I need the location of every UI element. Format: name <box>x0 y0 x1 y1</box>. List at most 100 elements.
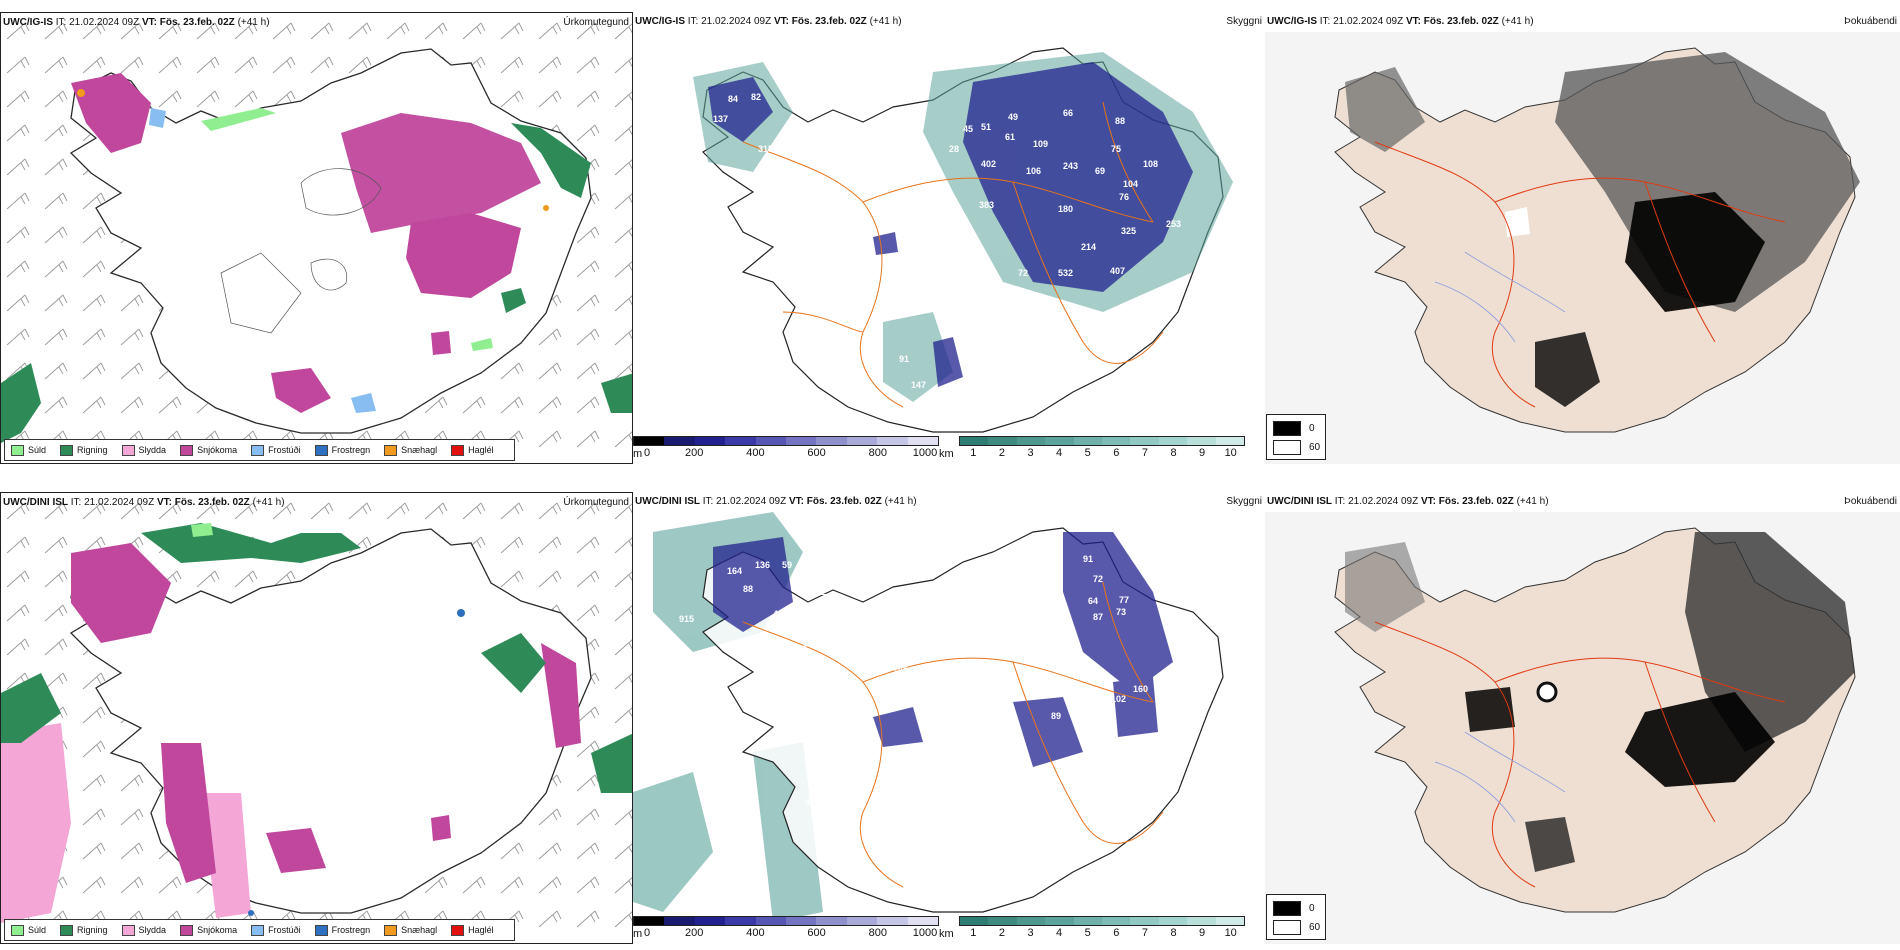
colorbar-segment <box>988 437 1017 445</box>
colorbar-segment <box>786 917 817 925</box>
svg-text:51: 51 <box>981 122 991 132</box>
colorbar-tick-label: 0 <box>643 447 651 459</box>
colorbar-segment <box>786 437 817 445</box>
colorbar-segment <box>846 437 878 445</box>
colorbar-tick-label: 200 <box>685 447 704 459</box>
svg-text:484: 484 <box>703 680 718 690</box>
freezing-rain-bottom <box>248 609 465 916</box>
colorbar-segment <box>1187 437 1216 445</box>
ceiling-ticks: 0 200 400 600 800 1000 <box>633 926 939 939</box>
legend-swatch <box>121 444 135 456</box>
svg-text:91: 91 <box>1083 554 1093 564</box>
colorbar-segment <box>664 917 695 925</box>
colorbar-segment <box>634 437 665 445</box>
svg-text:180: 180 <box>1058 204 1073 214</box>
snow-areas-bottom <box>71 543 581 883</box>
svg-text:93: 93 <box>1063 340 1073 350</box>
svg-text:69: 69 <box>1095 166 1105 176</box>
ceiling-ticks: 0 200 400 600 800 1000 <box>633 446 939 459</box>
precip-legend-top: Súld Rigning Slydda Snjókoma Frostúði Fr… <box>4 439 515 461</box>
roads-bottom <box>742 581 1164 888</box>
legend-swatch <box>60 444 74 456</box>
snow-pellet-top <box>77 89 549 211</box>
fog-header-bottom: UWC/DINI ISL IT: 21.02.2024 09Z VT: Fös.… <box>1267 496 1549 507</box>
precip-title-top: Úrkomutegund <box>563 17 629 28</box>
drizzle-areas-bottom <box>191 523 213 537</box>
legend-swatch <box>11 924 24 936</box>
svg-text:84: 84 <box>728 94 738 104</box>
svg-text:111: 111 <box>908 860 922 870</box>
svg-text:160: 160 <box>1133 684 1148 694</box>
svg-text:94: 94 <box>883 686 893 696</box>
ceiling-unit-top: m <box>633 448 643 460</box>
svg-text:49: 49 <box>1008 112 1018 122</box>
colorbar-tick-label: 5 <box>1084 927 1091 939</box>
legend-swatch <box>11 444 24 456</box>
drizzle-areas-top <box>201 108 493 351</box>
svg-text:89: 89 <box>1051 711 1061 721</box>
colorbar-segment <box>1215 917 1245 925</box>
fog-rivers-top <box>1434 251 1566 343</box>
sleet-areas-bottom <box>1 723 251 923</box>
fog-panel-top: UWC/IG-IS IT: 21.02.2024 09Z VT: Fös. 23… <box>1265 12 1900 464</box>
colorbar-tick-label: 9 <box>1199 447 1206 459</box>
colorbar-segment <box>1158 437 1188 445</box>
svg-text:137: 137 <box>713 114 728 124</box>
visibility-panel-bottom: 164 136 59 88 72 406 255 915 484 97 91 72 64 77 87… <box>633 492 1265 944</box>
legend-item: Frostúði <box>251 924 301 936</box>
legend-item: Haglél <box>451 924 494 936</box>
fog-legend-row: 0 <box>1273 901 1315 916</box>
legend-swatch <box>451 444 465 456</box>
visibility-title-bottom: Skyggni <box>1226 496 1262 507</box>
colorbar-segment <box>877 437 908 445</box>
svg-text:75: 75 <box>1111 144 1121 154</box>
svg-text:88: 88 <box>1115 116 1125 126</box>
visibility-unit-bottom: km <box>939 928 954 940</box>
svg-text:65: 65 <box>803 129 813 139</box>
colorbar-segment <box>816 437 847 445</box>
visibility-panel-top: 84 82 137 65 315 45 51 49 66 88 28 61 402 109 243 … <box>633 12 1265 464</box>
colorbar-tick-label: 9 <box>1199 927 1206 939</box>
svg-text:108: 108 <box>1143 159 1158 169</box>
colorbar-segment <box>664 437 695 445</box>
fog-swatch-high <box>1273 901 1301 916</box>
colorbar-tick-label: 0 <box>643 927 651 939</box>
svg-text:407: 407 <box>1110 266 1125 276</box>
svg-text:255: 255 <box>793 644 808 654</box>
svg-text:73: 73 <box>1116 607 1126 617</box>
svg-text:461: 461 <box>805 797 820 807</box>
precip-header-top: UWC/IG-IS IT: 21.02.2024 09Z VT: Fös. 23… <box>3 17 270 28</box>
legend-swatch <box>384 924 398 936</box>
visibility-title-top: Skyggni <box>1226 16 1262 27</box>
svg-text:109: 109 <box>1033 139 1048 149</box>
colorbar-segment <box>1130 917 1159 925</box>
colorbar-segment <box>755 437 787 445</box>
svg-text:383: 383 <box>979 200 994 210</box>
legend-swatch <box>180 924 194 936</box>
colorbar-tick-label: 1000 <box>912 927 938 939</box>
colorbar-segment <box>1215 437 1245 445</box>
snow-areas-top <box>71 73 541 413</box>
colorbar-tick-label: 6 <box>1113 927 1120 939</box>
svg-text:104: 104 <box>1123 179 1138 189</box>
fog-legend-row: 0 <box>1273 421 1315 436</box>
colorbar-tick-label: 600 <box>807 927 826 939</box>
colorbar-segment <box>1102 437 1131 445</box>
colorbar-tick-label: 4 <box>1056 927 1063 939</box>
visibility-header-top: UWC/IG-IS IT: 21.02.2024 09Z VT: Fös. 23… <box>635 16 902 27</box>
colorbar-segment <box>725 917 756 925</box>
freezing-drizzle-top <box>149 108 376 413</box>
colorbar-tick-label: 3 <box>1027 447 1034 459</box>
legend-swatch <box>60 924 74 936</box>
visibility-ticks: 1 2 3 4 5 6 7 8 9 10 <box>959 926 1245 939</box>
legend-swatch <box>251 444 265 456</box>
precip-panel-top: UWC/IG-IS IT: 21.02.2024 09Z VT: Fös. 23… <box>0 12 633 464</box>
fog-areas-bottom <box>1345 532 1855 872</box>
svg-text:83: 83 <box>951 248 961 258</box>
colorbar-segment <box>816 917 847 925</box>
fog-legend-row: 60 <box>1273 440 1320 455</box>
precip-header-bottom: UWC/DINI ISL IT: 21.02.2024 09Z VT: Fös.… <box>3 497 285 508</box>
colorbar-tick-label: 1 <box>970 927 977 939</box>
